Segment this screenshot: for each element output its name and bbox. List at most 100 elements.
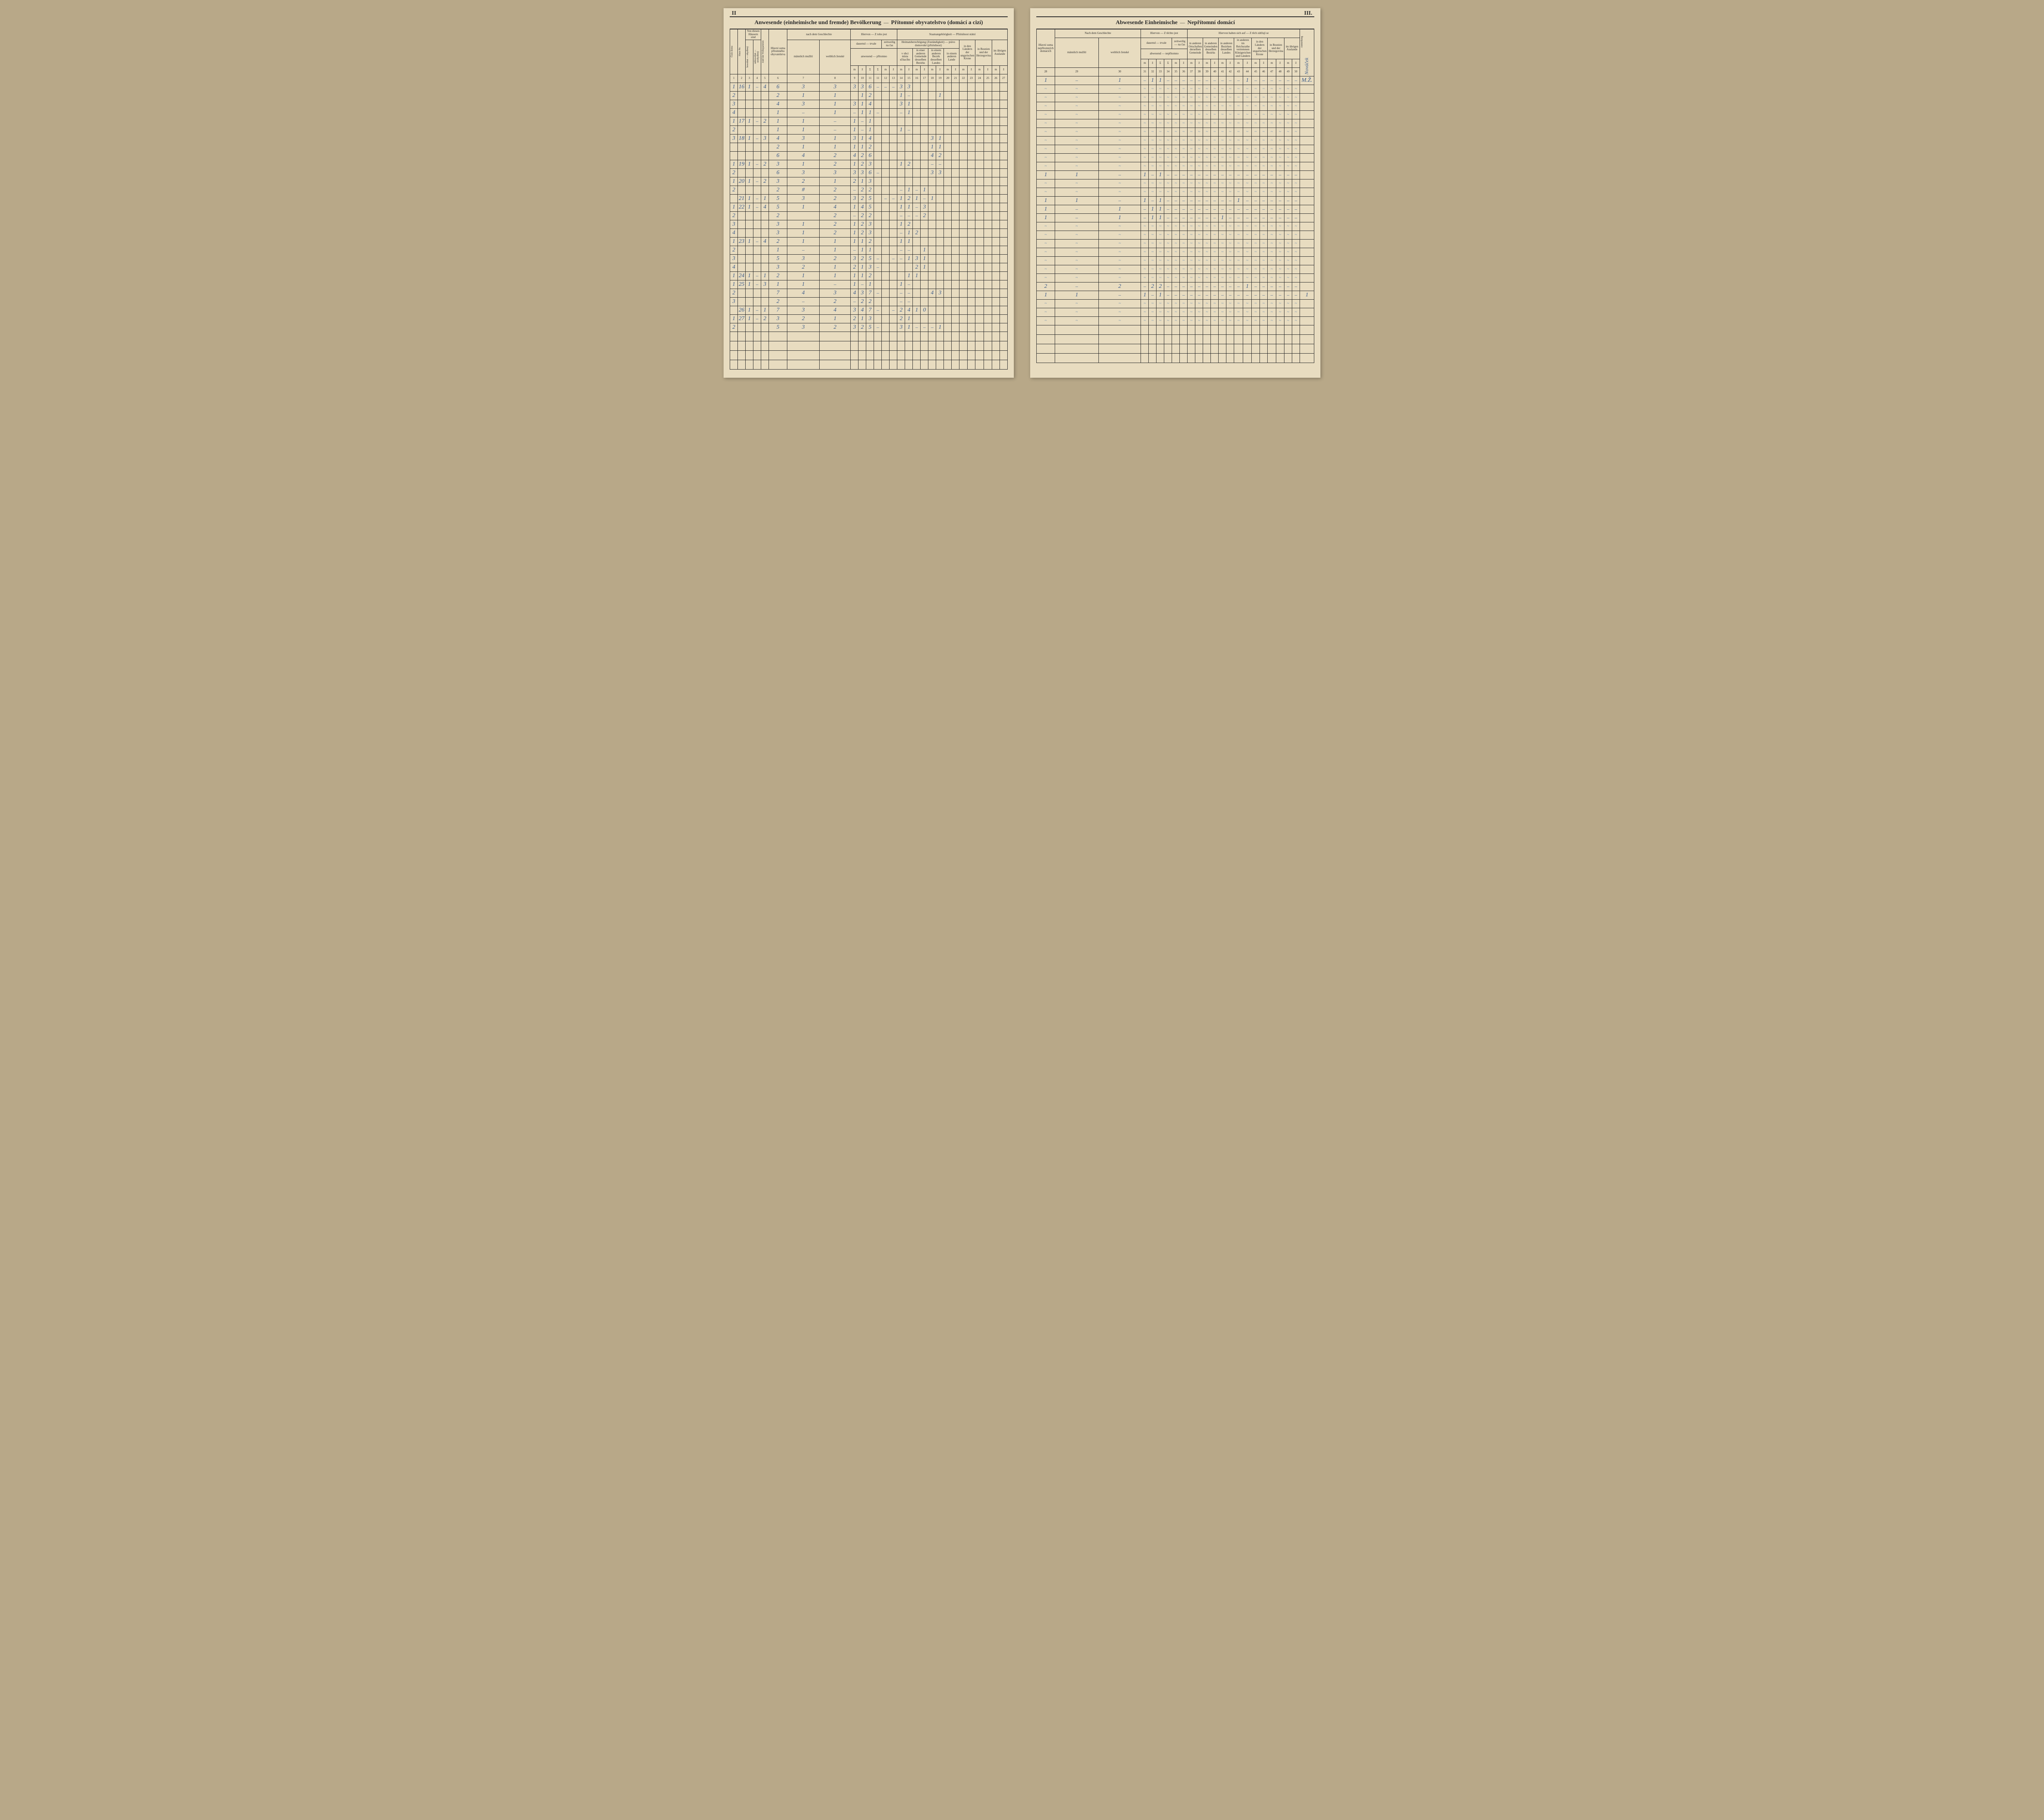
cell: 0 <box>921 306 928 314</box>
cell <box>959 143 967 151</box>
table-row <box>1037 344 1314 353</box>
hdr-abw-halten: Hiervon halten sich auf — Z těch zdržují… <box>1188 29 1300 38</box>
cell: 1 <box>730 271 738 280</box>
cell <box>921 108 928 117</box>
cell: ~ <box>1203 145 1211 153</box>
table-row: ~~~~~~~~~~~~~~~~~~~~~~~ <box>1037 128 1314 136</box>
cell: ~ <box>1141 316 1149 325</box>
cell: ~ <box>1211 239 1219 248</box>
cell: – <box>1284 170 1292 179</box>
cell: 2 <box>819 160 851 168</box>
cell: ~ <box>1276 273 1284 282</box>
cell: – <box>1211 291 1219 299</box>
cell <box>921 271 928 280</box>
cell: 1 <box>897 91 905 100</box>
cell <box>959 211 967 220</box>
cell: ~ <box>1226 162 1234 170</box>
cell <box>959 237 967 246</box>
cell: – <box>1164 282 1172 291</box>
cell <box>913 237 921 246</box>
cell <box>967 177 975 186</box>
cell: ~ <box>1164 119 1172 128</box>
cell: – <box>753 203 761 211</box>
cell: ~ <box>1211 188 1219 196</box>
remark-cell <box>1300 170 1314 179</box>
cell <box>936 220 944 229</box>
cell <box>936 194 944 203</box>
cell <box>959 306 967 314</box>
cell: – <box>874 168 882 177</box>
cell <box>952 177 959 186</box>
cell: 1 <box>746 83 753 91</box>
cell: 1 <box>819 314 851 323</box>
cell: 3 <box>851 323 858 332</box>
cell <box>897 271 905 280</box>
cell <box>984 246 992 254</box>
cell: – <box>897 229 905 237</box>
remark-cell <box>1300 222 1314 231</box>
cell: ~ <box>1276 231 1284 239</box>
cell: 6 <box>866 83 874 91</box>
cell: ~ <box>1149 316 1156 325</box>
cell <box>984 254 992 263</box>
table-row: 41–1–11––1 <box>730 108 1008 117</box>
cell: ~ <box>1203 222 1211 231</box>
cell: ~ <box>1172 153 1180 162</box>
cell <box>967 254 975 263</box>
cell: 2 <box>866 143 874 151</box>
cell: 1 <box>746 306 753 314</box>
cell <box>882 306 890 314</box>
cell <box>730 143 738 151</box>
cell <box>761 151 769 160</box>
cell <box>874 160 882 168</box>
cell: 1 <box>866 246 874 254</box>
cell <box>928 314 936 323</box>
cell <box>984 323 992 332</box>
cell: ~ <box>1284 110 1292 119</box>
cell <box>874 151 882 160</box>
hdr-zeit: zeitweilig na čas <box>882 40 897 49</box>
cell: – <box>913 323 921 332</box>
remark-cell <box>1300 239 1314 248</box>
cell <box>936 254 944 263</box>
cell: ~ <box>1226 136 1234 145</box>
cell: ~ <box>1195 188 1203 196</box>
cell: 1 <box>730 117 738 126</box>
cell: 1 <box>928 194 936 203</box>
cell: – <box>1141 205 1149 213</box>
cell <box>890 117 897 126</box>
cell <box>882 289 890 297</box>
table-row <box>730 332 1008 341</box>
cell <box>944 186 952 194</box>
table-row: ~~~~~~~~~~~~~~~~~~~~~~~ <box>1037 136 1314 145</box>
cell: 3 <box>858 168 866 177</box>
cell <box>913 100 921 108</box>
cell <box>992 100 1000 108</box>
cell: ~ <box>1219 316 1226 325</box>
cell: ~ <box>1234 273 1243 282</box>
table-row: 343131431 <box>730 100 1008 108</box>
cell: 3 <box>851 194 858 203</box>
cell <box>874 177 882 186</box>
cell: 3 <box>769 177 787 186</box>
cell: 2 <box>761 177 769 186</box>
cell: ~ <box>1276 188 1284 196</box>
cell: 3 <box>761 280 769 289</box>
cell <box>874 134 882 143</box>
table-row: 21111211 <box>730 143 1008 151</box>
cell: 1 <box>1037 76 1055 85</box>
cell: ~ <box>1219 93 1226 102</box>
cell <box>975 143 984 151</box>
cell: ~ <box>1188 102 1195 110</box>
signature: Nováček <box>1304 58 1309 74</box>
cell: 1 <box>936 134 944 143</box>
cell <box>913 117 921 126</box>
cell: – <box>1252 282 1260 291</box>
cell: ~ <box>1211 231 1219 239</box>
cell: 1 <box>1156 170 1164 179</box>
cell <box>753 254 761 263</box>
cell: ~ <box>1180 136 1188 145</box>
cell: ~ <box>1211 128 1219 136</box>
cell <box>874 194 882 203</box>
cell: ~ <box>1284 316 1292 325</box>
